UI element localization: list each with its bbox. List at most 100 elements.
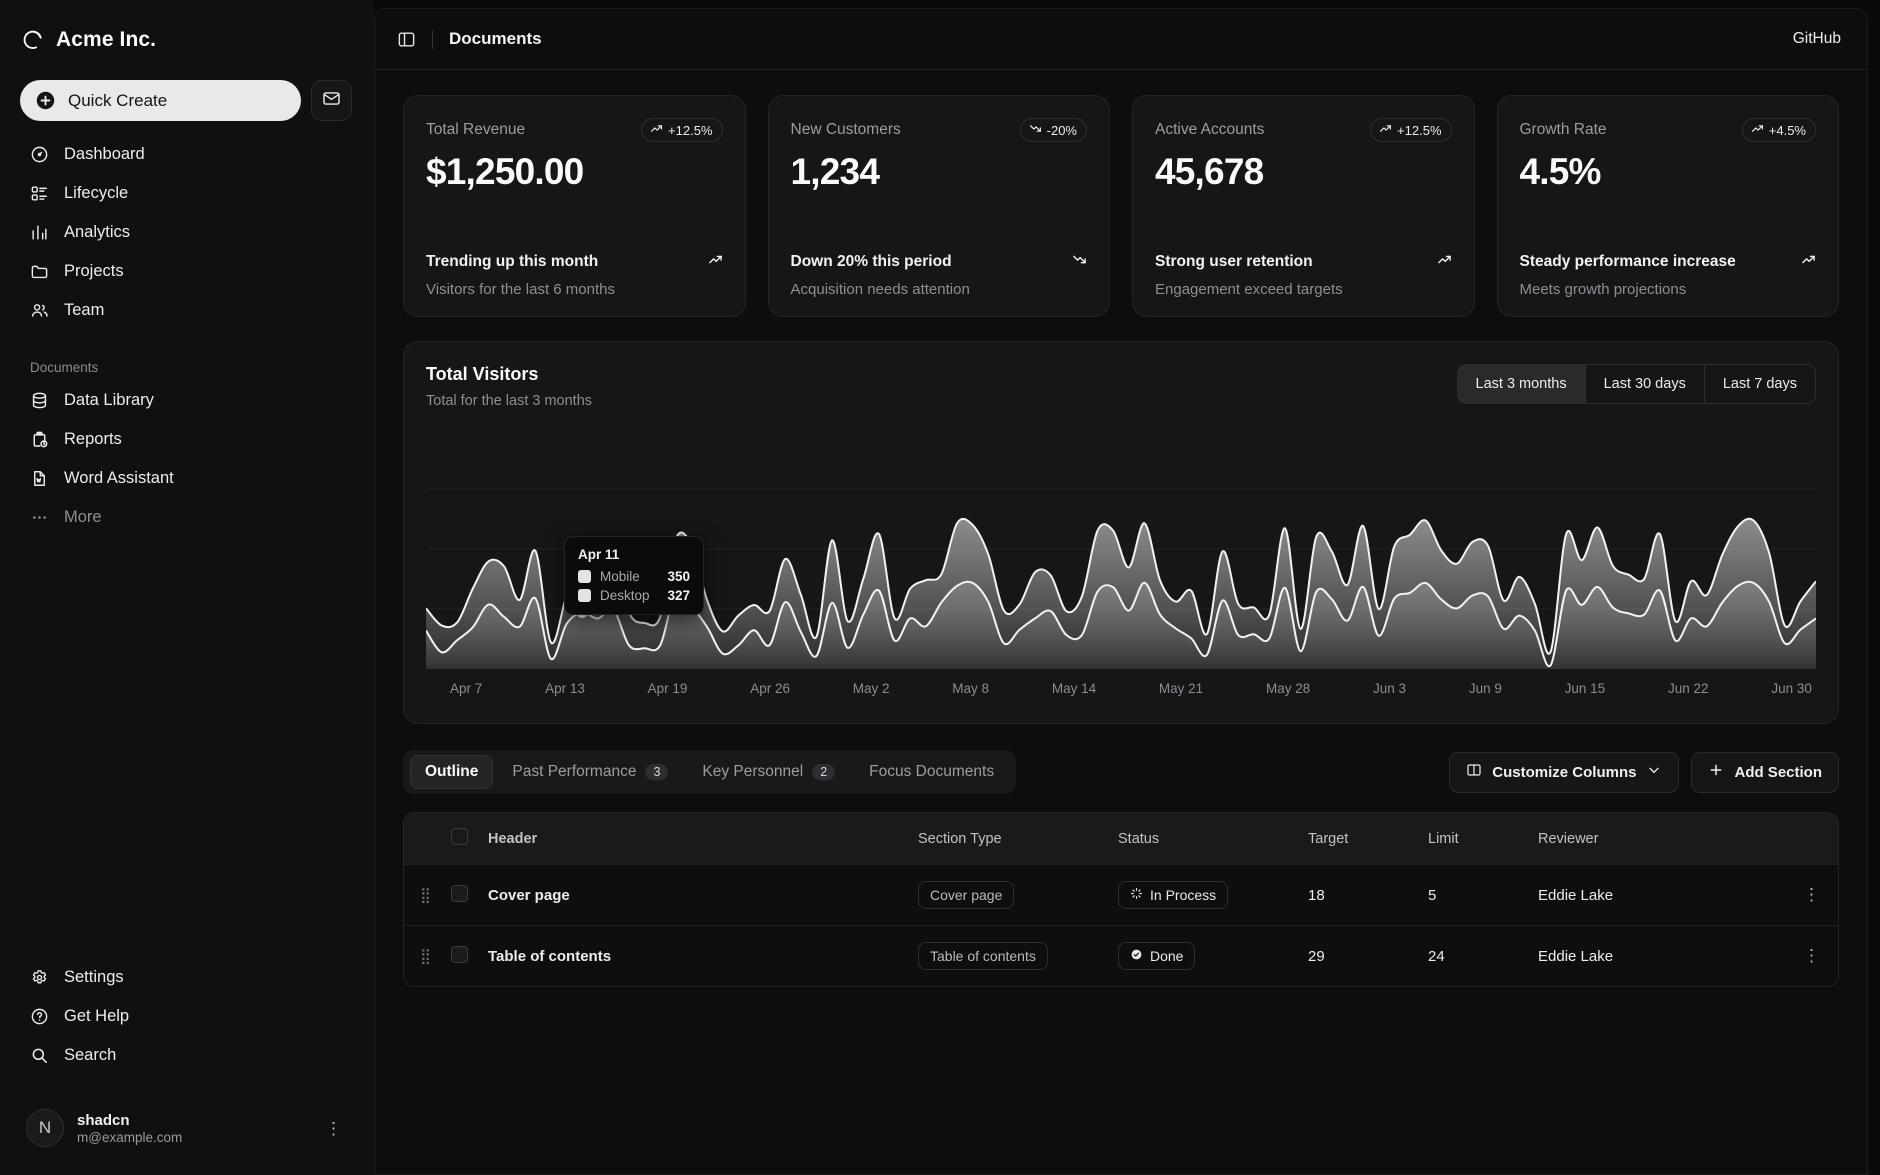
quick-create-label: Quick Create [68,90,168,110]
stat-card-growth-rate: Growth Rate +4.5% 4.5% Steady performanc… [1496,95,1839,317]
sidebar-item-settings[interactable]: Settings [20,958,354,997]
cell-reviewer[interactable]: Eddie Lake [1528,925,1792,986]
mail-button[interactable] [311,80,352,121]
visitors-area-chart[interactable] [426,429,1816,669]
x-tick-6: May 14 [1051,681,1097,696]
cell-target[interactable]: 18 [1298,864,1418,926]
chart-subtitle: Total for the last 3 months [426,393,593,409]
x-tick-13: Jun 30 [1771,681,1812,696]
row-menu-icon[interactable]: ⋮ [1803,946,1820,965]
quick-create-button[interactable]: Quick Create [20,80,301,121]
card-label: New Customers [790,121,901,138]
card-sub: Acquisition needs attention [790,281,970,298]
visitors-chart-card: Total Visitors Total for the last 3 mont… [403,341,1839,724]
sidebar-item-analytics[interactable]: Analytics [20,213,354,252]
x-tick-11: Jun 15 [1564,681,1606,696]
sidebar-item-search[interactable]: Search [20,1036,354,1075]
table-row[interactable]: ⣿ Table of contents Table of contents [404,925,1838,986]
status-badge: +4.5% [1741,118,1816,142]
range-last-3-months[interactable]: Last 3 months [1457,365,1586,403]
row-checkbox[interactable] [451,884,468,902]
sidebar-item-more[interactable]: More [20,498,354,537]
tab-badge: 3 [645,764,669,780]
content-panel: Total Revenue +12.5% $1,250.00 Trending … [374,70,1868,1175]
trending-up-icon [1437,252,1452,272]
range-toggle-group: Last 3 months Last 30 days Last 7 days [1456,364,1816,404]
trending-up-icon [1379,122,1392,138]
tooltip-series-name: Mobile [600,569,640,584]
table-row[interactable]: ⣿ Cover page Cover page [404,864,1838,926]
chart-titles: Total Visitors Total for the last 3 mont… [426,364,592,409]
sidebar-item-get-help[interactable]: Get Help [20,997,354,1036]
search-icon [30,1046,49,1065]
list-details-icon [30,184,49,203]
stat-card-new-customers: New Customers -20% 1,234 Down 20% this p… [767,95,1110,317]
tab-key-personnel[interactable]: Key Personnel 2 [687,755,850,789]
customize-columns-button[interactable]: Customize Columns [1449,751,1680,793]
clipboard-clock-icon [30,430,49,449]
sidebar-spacer [0,537,374,958]
card-pill-label: +12.5% [1397,122,1442,138]
toolbar-actions: Customize Columns Add Section [1449,751,1839,793]
status-badge: +12.5% [1370,118,1452,142]
card-trend: Trending up this month [426,252,723,272]
row-checkbox[interactable] [451,945,468,963]
trending-up-icon [650,122,663,138]
table-header-row: Header Section Type Status Target Limit … [404,813,1838,865]
tab-focus-documents[interactable]: Focus Documents [854,755,1009,789]
sidebar-item-lifecycle[interactable]: Lifecycle [20,174,354,213]
cell-header[interactable]: Cover page [478,864,908,926]
legend-swatch-desktop [578,589,591,602]
tab-outline[interactable]: Outline [410,755,494,789]
brand[interactable]: Acme Inc. [0,6,374,74]
th-select-all [441,813,478,865]
user-account[interactable]: N shadcn m@example.com ⋮ [20,1103,354,1153]
sidebar-item-projects[interactable]: Projects [20,252,354,291]
th-drag [404,813,441,865]
range-last-30-days[interactable]: Last 30 days [1586,365,1705,403]
card-value: 4.5% [1519,151,1602,192]
cell-limit[interactable]: 24 [1418,925,1528,986]
sidebar-item-label: Word Assistant [64,469,174,487]
row-menu-icon[interactable]: ⋮ [1803,885,1820,904]
cell-header[interactable]: Table of contents [478,925,908,986]
stat-card-total-revenue: Total Revenue +12.5% $1,250.00 Trending … [403,95,746,317]
kebab-menu-icon[interactable]: ⋮ [325,1118,342,1138]
sidebar-item-team[interactable]: Team [20,291,354,330]
drag-handle-icon[interactable]: ⣿ [404,925,441,986]
chart-header: Total Visitors Total for the last 3 mont… [426,364,1816,409]
table: Header Section Type Status Target Limit … [404,813,1838,986]
card-trend-label: Steady performance increase [1519,253,1736,270]
github-link[interactable]: GitHub [1792,30,1841,47]
sidebar-item-reports[interactable]: Reports [20,420,354,459]
th-target: Target [1308,830,1349,847]
sidebar-item-label: More [64,508,102,526]
sidebar-item-label: Dashboard [64,145,145,163]
th-section-type: Section Type [918,830,1002,847]
sidebar-item-data-library[interactable]: Data Library [20,381,354,420]
card-top: Total Revenue +12.5% [426,118,723,142]
chart-plot-area: Apr 11 Mobile 350 Desktop 327 Apr 7 Apr 1 [426,429,1816,709]
card-trend: Steady performance increase [1520,252,1817,272]
sidebar-item-word-assistant[interactable]: Word Assistant [20,459,354,498]
users-icon [30,301,49,320]
gear-icon [30,968,49,987]
card-trend-label: Trending up this month [426,253,599,270]
panel-left-icon[interactable] [397,30,416,49]
card-value: $1,250.00 [426,151,584,192]
cell-limit[interactable]: 5 [1418,864,1528,926]
range-last-7-days[interactable]: Last 7 days [1705,365,1815,403]
card-trend-label: Down 20% this period [790,253,952,270]
tooltip-row-mobile: Mobile 350 [578,569,690,584]
drag-handle-icon[interactable]: ⣿ [404,864,441,926]
select-all-checkbox[interactable] [451,828,468,845]
x-tick-4: May 2 [852,681,890,696]
cell-reviewer[interactable]: Eddie Lake [1528,864,1792,926]
sidebar-item-dashboard[interactable]: Dashboard [20,135,354,174]
avatar-initial: N [38,1118,52,1137]
cell-target[interactable]: 29 [1298,925,1418,986]
tab-past-performance[interactable]: Past Performance 3 [497,755,683,789]
add-section-button[interactable]: Add Section [1691,751,1839,793]
sidebar-item-label: Lifecycle [64,184,129,202]
topbar-divider [432,29,433,49]
